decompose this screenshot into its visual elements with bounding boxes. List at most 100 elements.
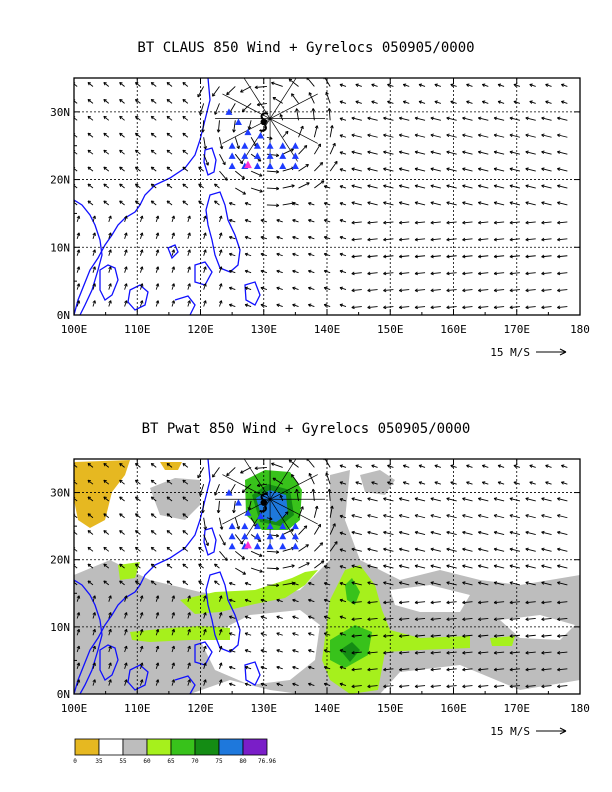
wind-arrow	[182, 530, 189, 535]
wind-arrow	[493, 117, 505, 121]
wind-arrow	[462, 185, 473, 189]
wind-arrow	[509, 272, 520, 275]
wind-arrow-head	[182, 200, 186, 204]
wind-arrow-head	[103, 132, 107, 137]
wind-arrow	[229, 599, 236, 603]
wind-arrow	[266, 534, 279, 537]
wind-arrow	[446, 514, 457, 519]
wind-arrow	[324, 236, 331, 240]
wind-arrow	[150, 513, 157, 519]
wind-arrow	[351, 272, 362, 275]
wind-arrow	[339, 219, 347, 223]
wind-arrow-head	[232, 509, 236, 514]
wind-arrow	[525, 202, 536, 206]
wind-arrow	[367, 221, 378, 224]
wind-arrow	[166, 463, 173, 468]
wind-arrow-head	[383, 271, 387, 276]
wind-arrow	[260, 632, 268, 636]
wind-arrow	[494, 601, 505, 604]
wind-arrow	[399, 565, 410, 569]
wind-arrow	[557, 238, 568, 241]
wind-arrow-head	[87, 115, 92, 120]
wind-arrow	[541, 531, 552, 535]
wind-arrow-head	[288, 459, 293, 463]
wind-arrow-head	[218, 249, 223, 253]
wind-arrow-head	[320, 180, 325, 184]
wind-arrow	[244, 666, 252, 670]
wind-arrow-head	[557, 634, 561, 638]
wind-arrow-head	[430, 150, 434, 155]
wind-arrow-head	[383, 150, 387, 155]
wind-arrow-head	[351, 150, 355, 155]
wind-arrow-head	[244, 286, 249, 291]
wind-arrow-head	[171, 249, 176, 253]
wind-arrow	[282, 565, 295, 569]
wind-arrow-head	[383, 634, 387, 638]
wind-arrow-head	[414, 220, 418, 225]
wind-arrow-head	[290, 528, 294, 533]
wind-arrow	[351, 601, 362, 604]
wind-arrow	[430, 651, 441, 654]
wind-arrow-head	[529, 464, 533, 468]
wind-arrow-head	[541, 600, 545, 605]
wind-arrow-head	[155, 266, 160, 270]
wind-arrow-head	[398, 497, 403, 501]
wind-arrow-head	[317, 143, 322, 147]
wind-arrow-head	[414, 581, 419, 585]
wind-arrow-head	[187, 232, 191, 236]
gyre-triangle	[291, 532, 299, 540]
wind-arrow	[229, 632, 236, 636]
wind-arrow	[525, 221, 536, 224]
wind-arrow-head	[276, 598, 280, 603]
wind-arrow-head	[92, 232, 96, 236]
wind-arrow-head	[493, 530, 498, 535]
wind-arrow	[182, 149, 189, 155]
wind-arrow	[187, 679, 191, 686]
wind-arrow-head	[218, 215, 223, 219]
wind-arrow	[203, 137, 207, 150]
wind-arrow	[233, 120, 236, 133]
wind-arrow	[198, 200, 204, 206]
wind-arrow	[76, 300, 80, 307]
wind-arrow-head	[119, 479, 123, 484]
gyre-triangle	[257, 512, 265, 520]
wind-arrow-head	[509, 547, 513, 552]
wind-arrow	[87, 580, 94, 586]
wind-arrow-head	[226, 91, 230, 96]
wind-arrow-head	[430, 133, 434, 138]
wind-arrow	[446, 272, 457, 275]
wind-arrow	[219, 266, 222, 273]
wind-arrow	[324, 565, 331, 569]
wind-arrow-head	[182, 546, 186, 551]
wind-arrow	[557, 289, 568, 292]
wind-arrow	[282, 185, 295, 189]
wind-arrow-head	[244, 632, 249, 636]
wind-arrow-head	[414, 564, 419, 568]
wind-arrow-head	[198, 563, 202, 568]
wind-arrow-head	[371, 481, 375, 485]
wind-arrow-head	[509, 201, 513, 205]
wind-arrow	[241, 103, 252, 112]
wind-arrow	[557, 548, 568, 552]
wind-arrow-head	[398, 667, 403, 672]
wind-arrow-head	[339, 252, 344, 257]
wind-arrow	[339, 134, 347, 138]
wind-arrow-head	[228, 303, 233, 308]
wind-arrow	[308, 473, 315, 485]
wind-arrow-head	[108, 595, 112, 599]
wind-arrow-head	[430, 617, 434, 622]
wind-arrow	[497, 84, 505, 87]
wind-arrow-head	[509, 684, 513, 689]
wind-arrow	[166, 132, 173, 138]
wind-arrow-head	[383, 288, 387, 293]
wind-arrow	[478, 651, 489, 654]
wind-arrow-head	[103, 546, 107, 551]
wind-arrow-head	[414, 254, 418, 259]
wind-arrow	[493, 514, 505, 519]
wind-arrow-head	[525, 271, 529, 276]
wind-arrow-head	[325, 472, 329, 476]
wind-arrow	[150, 463, 157, 468]
tropical-cyclone-icon	[259, 112, 269, 132]
gyre-triangle	[228, 532, 236, 540]
wind-arrow-head	[525, 600, 529, 605]
